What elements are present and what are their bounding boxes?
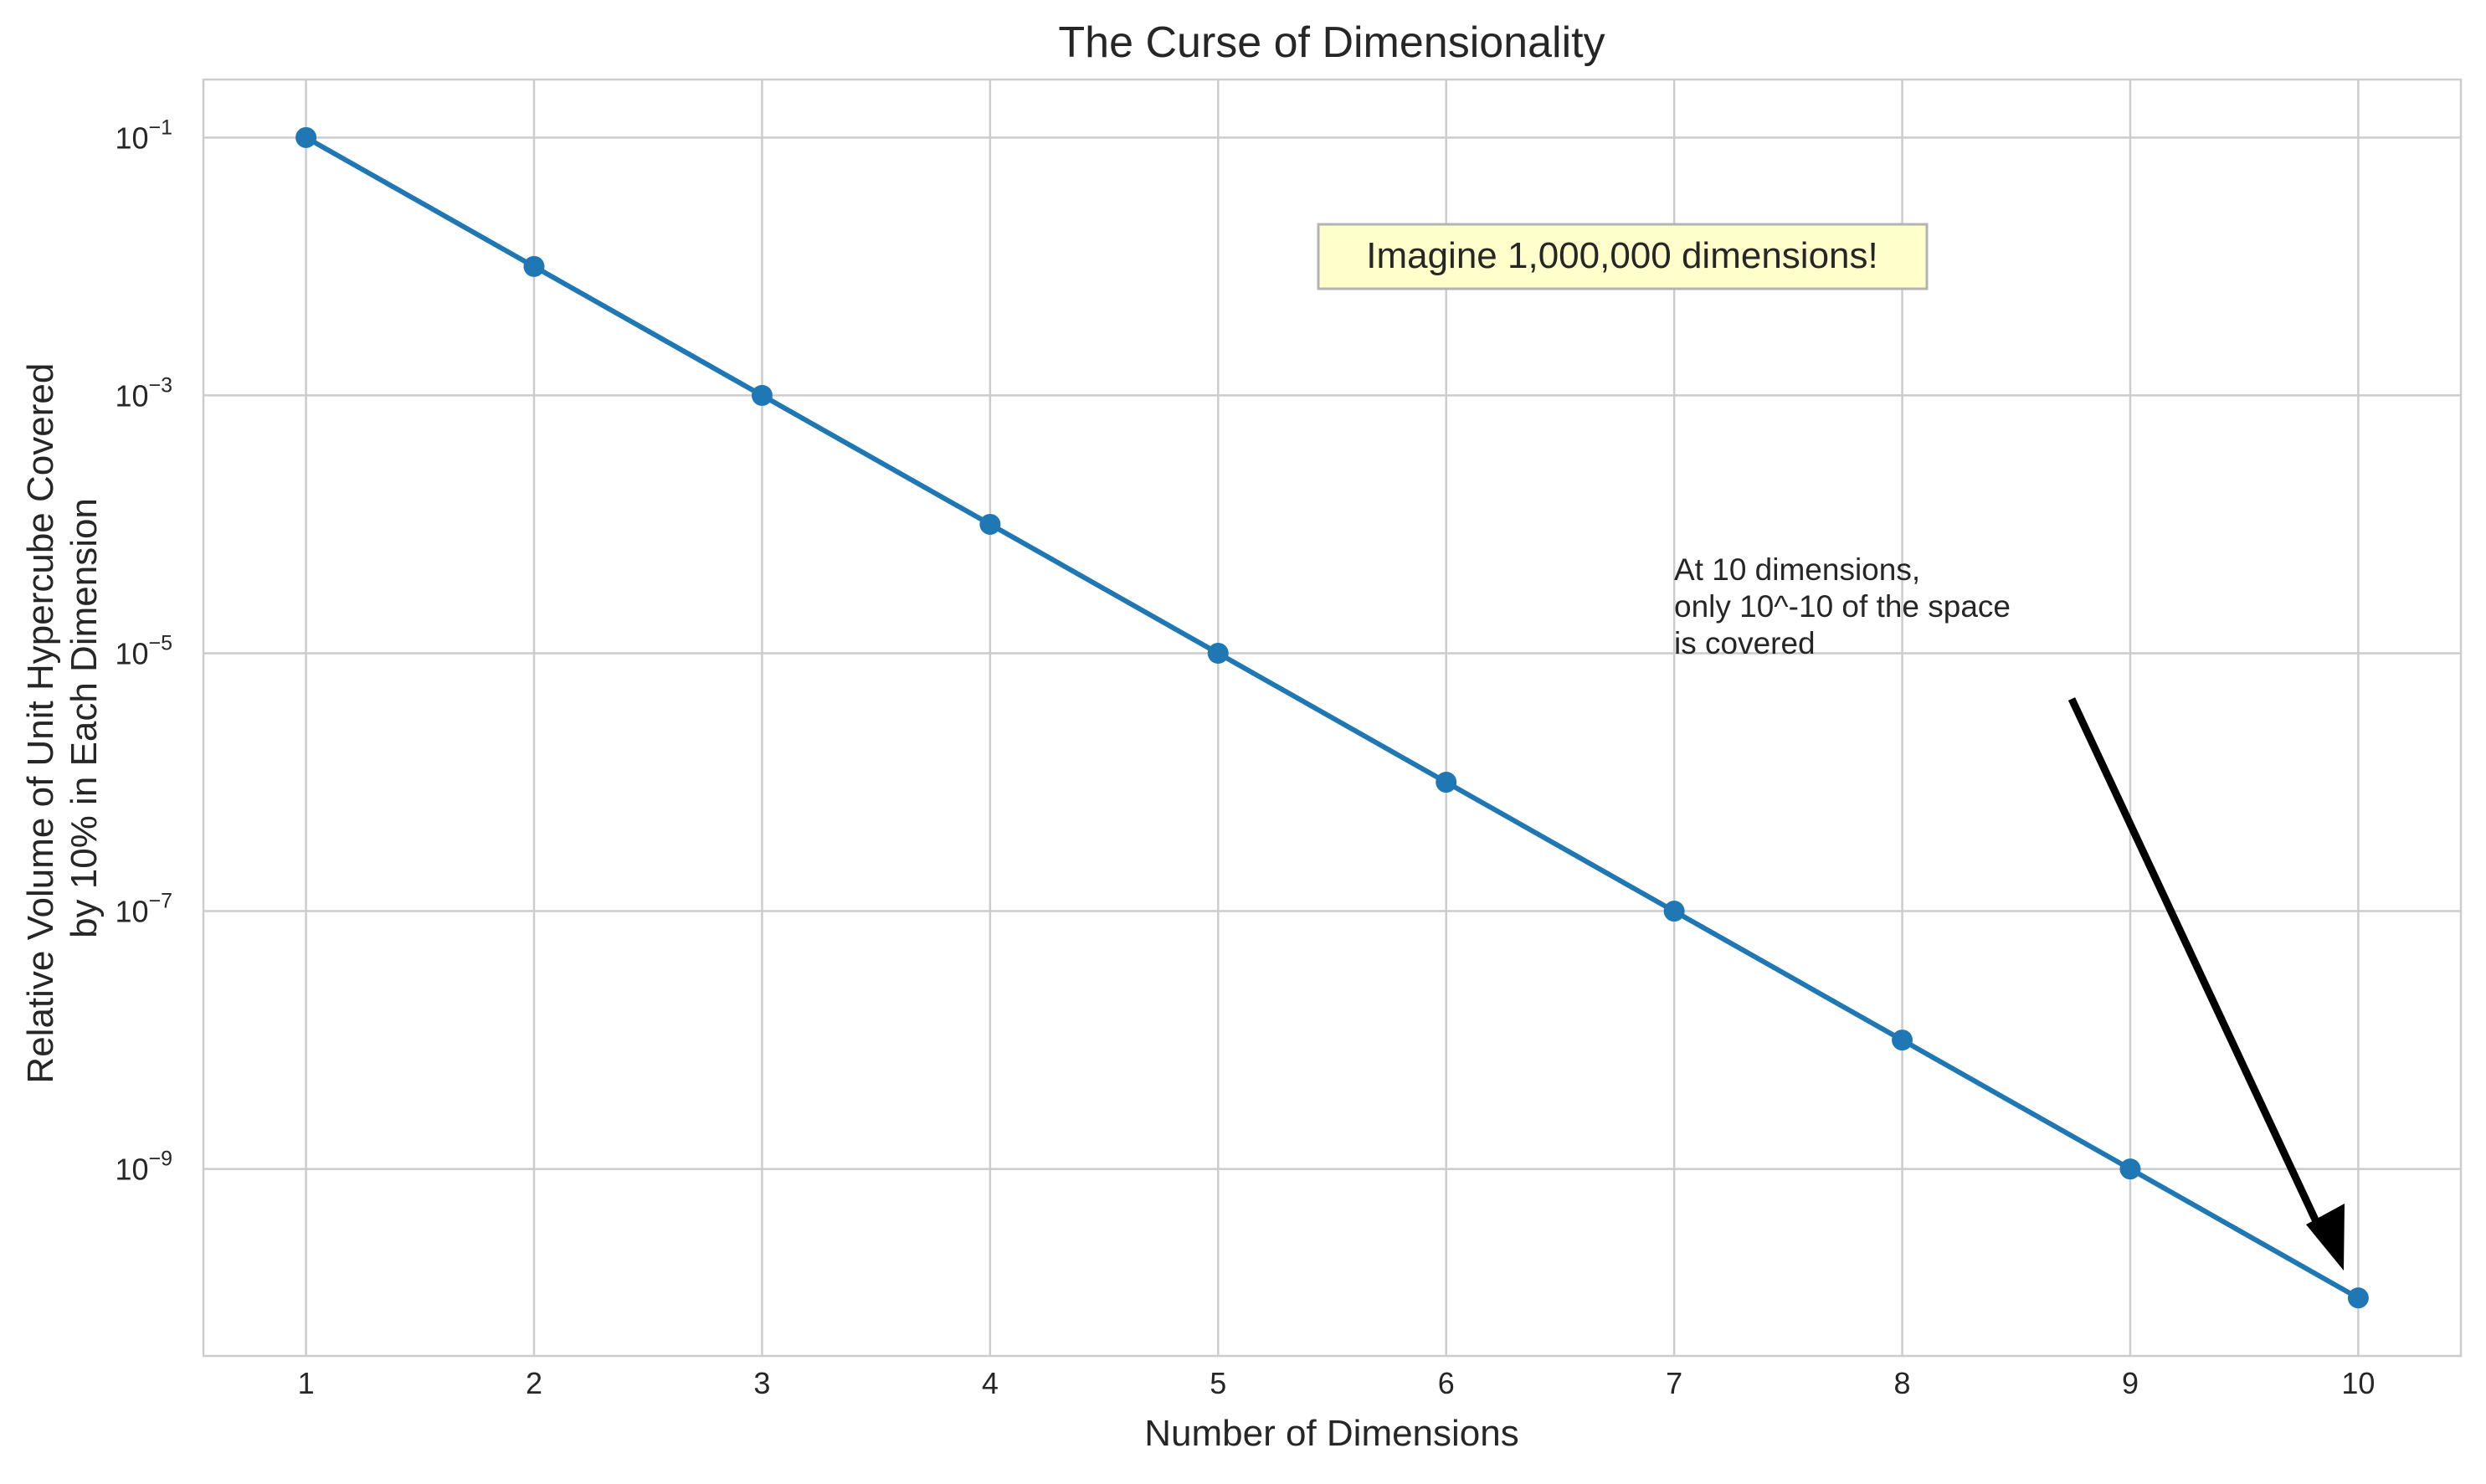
y-tick-label: 10−3	[115, 373, 172, 413]
series-line-group	[295, 126, 2369, 1309]
data-point	[295, 126, 317, 148]
data-point	[523, 255, 545, 277]
data-point	[1663, 901, 1685, 922]
plot-frame	[202, 78, 2463, 1358]
data-point	[1436, 772, 1457, 793]
annotation-box-background	[1317, 223, 1929, 290]
grid-lines	[203, 80, 2461, 1356]
x-tick-label: 9	[2122, 1366, 2139, 1400]
arrow-head	[2306, 1204, 2345, 1271]
data-point	[751, 384, 773, 406]
annotation-box: Imagine 1,000,000 dimensions!	[1317, 223, 1929, 290]
x-axis-label: Number of Dimensions	[1144, 1413, 1519, 1454]
y-axis-label: Relative Volume of Unit Hypercube Covere…	[20, 352, 105, 1083]
data-point	[2347, 1287, 2369, 1309]
data-point	[1892, 1030, 1913, 1051]
data-point	[1207, 642, 1229, 664]
series-line	[303, 135, 2361, 1301]
y-tick-label: 10−7	[115, 890, 172, 929]
annotation-box-text: Imagine 1,000,000 dimensions!	[1366, 235, 1878, 276]
x-tick-label: 3	[753, 1366, 770, 1400]
x-tick-label: 5	[1210, 1366, 1226, 1400]
y-tick-label: 10−5	[115, 631, 172, 670]
y-tick-label: 10−9	[115, 1148, 172, 1187]
x-tick-label: 4	[982, 1366, 999, 1400]
arrow-shaft	[2067, 697, 2324, 1232]
arrow-annotation-line-1: At 10 dimensions,	[1674, 552, 1920, 587]
arrow-annotation-line-3: is covered	[1674, 626, 1816, 660]
x-tick-label: 6	[1438, 1366, 1455, 1400]
x-tick-labels: 1 2 3 4 5 6 7 8 9 10	[298, 1366, 2376, 1400]
y-axis-label-line-1: Relative Volume of Unit Hypercube Covere…	[20, 363, 61, 1084]
arrow-annotation-line-2: only 10^-10 of the space	[1674, 589, 2011, 624]
y-tick-label: 10−1	[115, 116, 172, 155]
y-axis-label-line-2: by 10% in Each Dimension	[64, 498, 105, 938]
x-tick-label: 8	[1894, 1366, 1911, 1400]
x-tick-label: 1	[298, 1366, 315, 1400]
data-point	[979, 513, 1001, 535]
y-tick-labels: 10−1 10−3 10−5 10−7 10−9	[115, 116, 172, 1186]
chart-title: The Curse of Dimensionality	[1058, 18, 1605, 67]
x-tick-label: 10	[2341, 1366, 2375, 1400]
arrow-annotation-text: At 10 dimensions, only 10^-10 of the spa…	[1674, 552, 2019, 660]
data-point	[2119, 1158, 2141, 1180]
x-tick-label: 7	[1666, 1366, 1682, 1400]
arrow-annotation: At 10 dimensions, only 10^-10 of the spa…	[1674, 552, 2345, 1271]
x-tick-label: 2	[526, 1366, 542, 1400]
